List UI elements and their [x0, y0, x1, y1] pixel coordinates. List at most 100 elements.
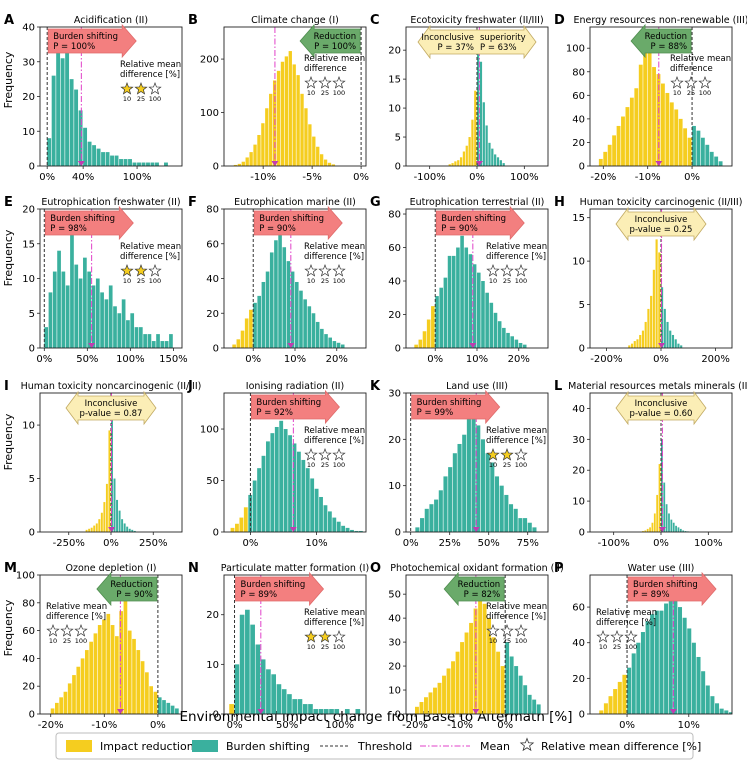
star-level-label: 100 — [149, 95, 161, 103]
histogram-bar — [642, 531, 644, 532]
y-tick-label: 60 — [388, 243, 401, 254]
histogram-bar — [278, 235, 282, 348]
bars — [415, 598, 541, 714]
histogram-bar — [644, 321, 647, 348]
histogram-bar — [312, 136, 316, 166]
bars — [414, 235, 527, 348]
annotation-title: Burden shifting — [53, 32, 118, 42]
y-tick-label: 10 — [22, 274, 35, 285]
histogram-bar — [257, 468, 261, 532]
star-level-label: 100 — [515, 461, 527, 469]
histogram-bar — [134, 327, 139, 348]
histogram-bar — [121, 519, 124, 532]
x-tick-label: 50% — [276, 720, 298, 731]
legend: Impact reduction Burden shifting Threshold… — [55, 732, 701, 760]
y-tick-label: 40 — [206, 274, 219, 285]
y-tick-label: 0 — [579, 710, 585, 721]
histogram-bar — [143, 334, 147, 348]
stars-label: difference [%] — [304, 252, 364, 262]
y-tick-label: 20 — [572, 466, 585, 477]
histogram-bar — [239, 517, 244, 532]
histogram-bar — [435, 296, 439, 348]
histogram-bar — [456, 247, 460, 348]
annotation-probability: p-value = 0.60 — [630, 409, 693, 419]
y-tick-label: 30 — [22, 57, 35, 68]
panel-letter: L — [554, 379, 562, 394]
burden-shifting-arrow — [251, 389, 340, 425]
histogram-bar — [236, 339, 241, 348]
histogram-bar — [95, 278, 100, 348]
histogram-bar — [327, 511, 332, 532]
x-tick-label: 100% — [694, 538, 723, 549]
annotation-probability: P = 92% — [256, 408, 293, 418]
histogram-bar — [471, 411, 476, 532]
relative-mean-difference-star-icon — [596, 630, 610, 643]
x-tick-label: 20% — [326, 354, 348, 365]
bars — [628, 239, 683, 348]
panel-b: B Climate change (I) 0 100 200 -10% -5% 0% Reduc… — [188, 13, 369, 183]
relative-mean-difference-star-icon — [486, 624, 500, 637]
relative-mean-difference-star-icon — [486, 264, 500, 277]
histogram-bar — [350, 529, 354, 532]
histogram-bar — [52, 271, 57, 348]
burden-shifting-arrow — [627, 571, 717, 607]
annotation-title-right: superiority — [480, 33, 526, 43]
histogram-bar — [249, 309, 253, 348]
mean-marker — [655, 161, 663, 166]
histogram-bar — [460, 235, 464, 348]
histogram-bar — [701, 671, 706, 714]
bars — [229, 609, 361, 714]
y-tick-label: 20 — [206, 610, 219, 621]
histogram-bar — [480, 439, 485, 532]
histogram-bar — [59, 697, 63, 714]
histogram-bar — [612, 135, 617, 166]
histogram-bar — [485, 292, 489, 348]
histogram-bar — [78, 278, 83, 348]
histogram-bar — [724, 710, 729, 714]
histogram-bar — [97, 625, 102, 714]
histogram-bar — [482, 102, 485, 166]
legend-reduction-label: Impact reduction — [100, 740, 194, 753]
star-level-label: 10 — [307, 277, 315, 285]
histogram-bar — [282, 247, 287, 348]
histogram-bar — [55, 702, 59, 714]
histogram-bar — [527, 522, 532, 532]
annotation-title: Reduction — [314, 32, 357, 42]
histogram-bar — [485, 125, 488, 166]
histogram-bar — [523, 685, 528, 714]
histogram-bar — [138, 327, 143, 348]
histogram-bar — [457, 160, 460, 166]
histogram-bar — [76, 666, 81, 714]
histogram-bar — [60, 58, 65, 166]
stars-label: difference [%] — [596, 618, 656, 628]
histogram-bar — [319, 154, 324, 166]
histogram-bar — [341, 525, 346, 532]
y-tick-label: 60 — [572, 91, 585, 102]
histogram-bar — [320, 328, 324, 348]
stars-label: Relative mean — [486, 426, 547, 436]
histogram-bar — [622, 674, 627, 714]
histogram-bar — [318, 709, 324, 714]
annotation-title: Burden shifting — [259, 214, 324, 224]
histogram-bar — [428, 692, 433, 714]
y-tick-label: 30 — [572, 435, 585, 446]
histogram-bar — [460, 642, 465, 714]
histogram-bar — [308, 124, 312, 166]
mean-marker — [658, 343, 666, 348]
histogram-bar — [499, 160, 502, 166]
stars-label: Relative mean — [596, 608, 657, 618]
x-tick-label: 0% — [36, 354, 52, 365]
histogram-bar — [472, 264, 477, 348]
annotation-probability: P = 82% — [464, 590, 501, 600]
histogram-bar — [103, 502, 106, 532]
histogram-bar — [457, 443, 462, 532]
bars — [642, 439, 689, 532]
histogram-bar — [522, 344, 527, 348]
histogram-bar — [658, 252, 661, 348]
histogram-bar — [448, 467, 453, 532]
histogram-bar — [506, 332, 510, 348]
histogram-bar — [345, 527, 350, 532]
histogram-bar — [329, 709, 334, 714]
histogram-bar — [284, 56, 289, 166]
